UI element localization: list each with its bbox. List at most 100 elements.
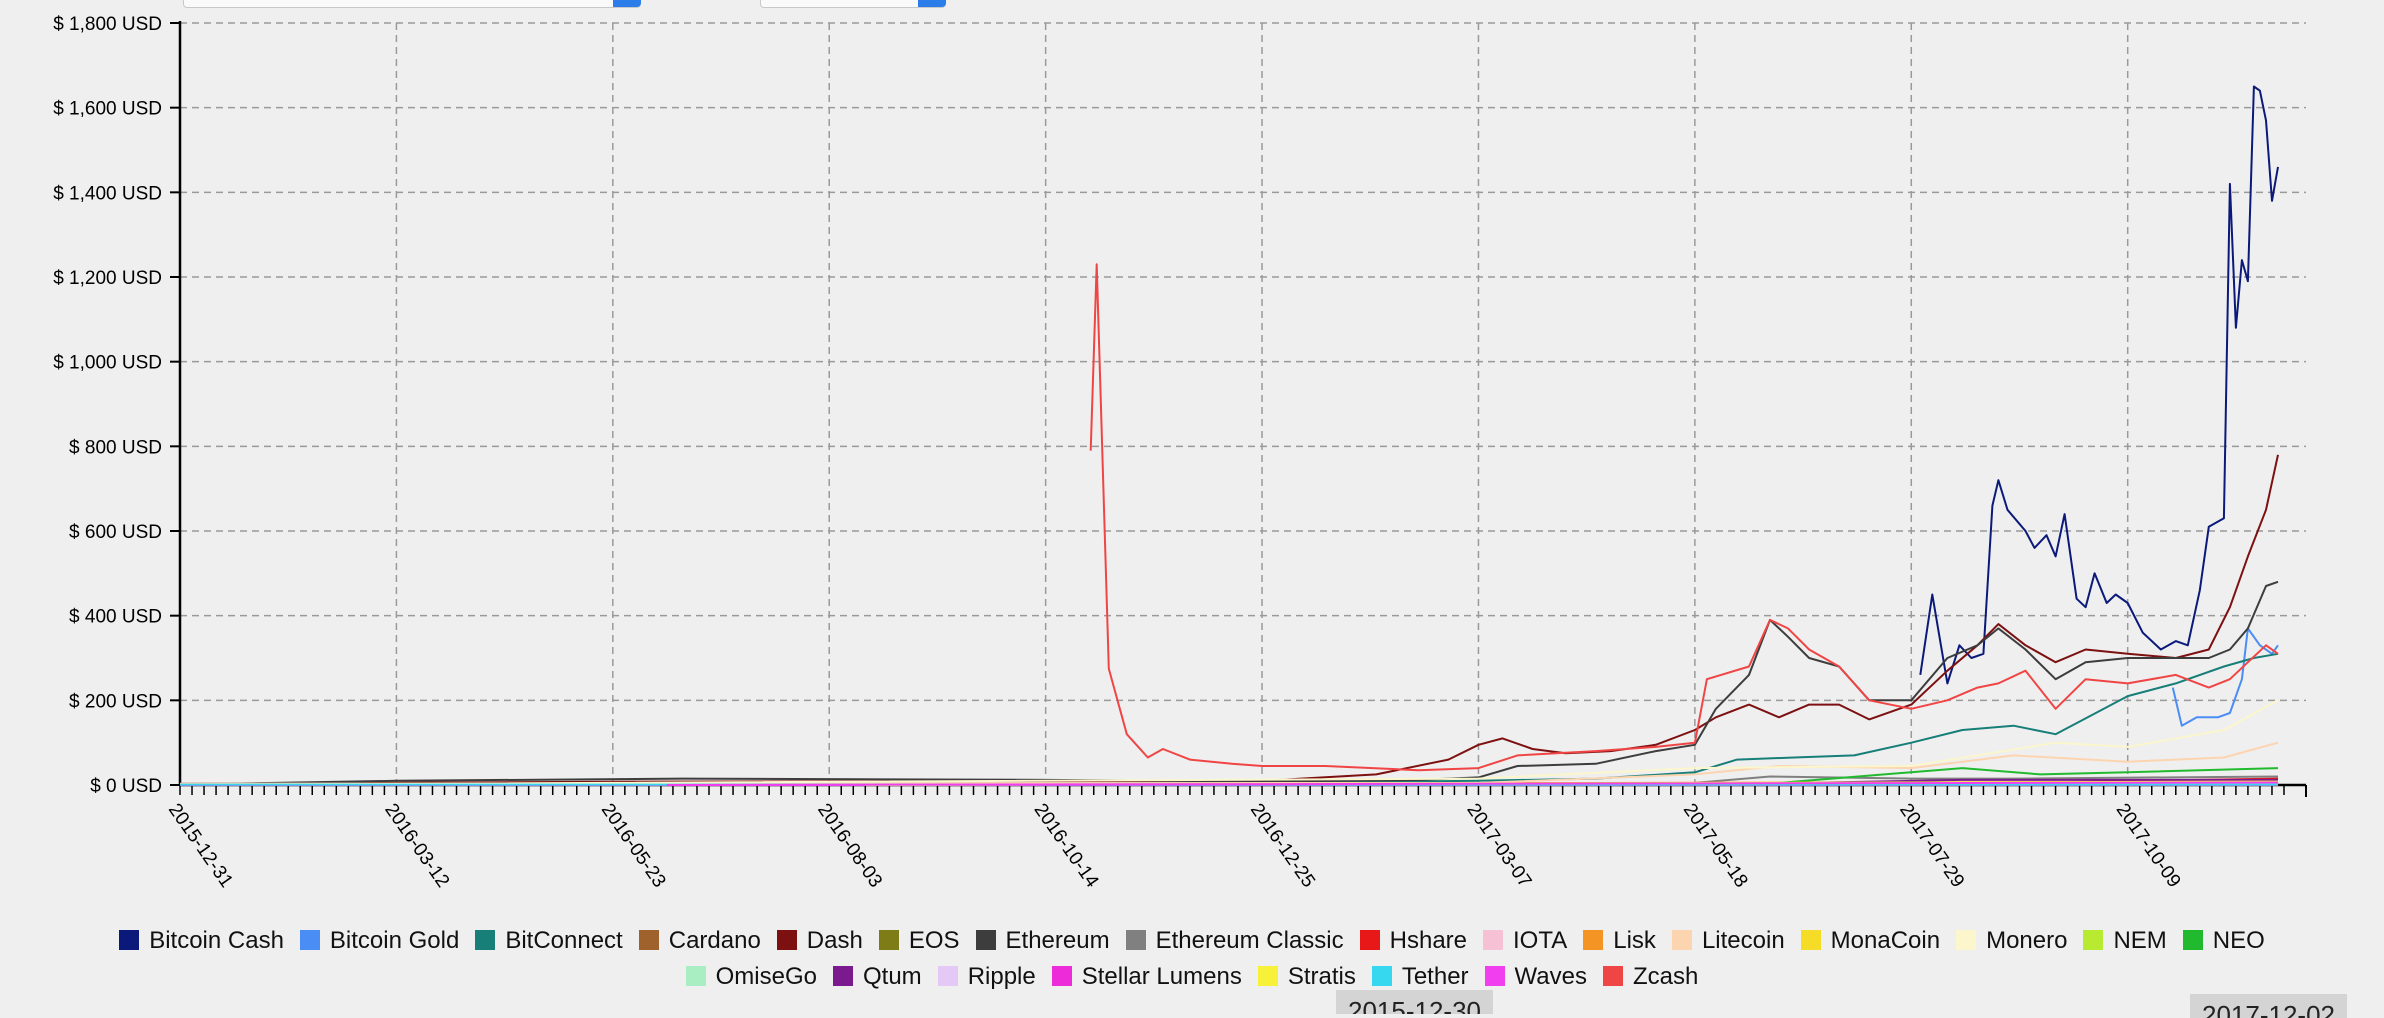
legend-label: Bitcoin Gold: [330, 927, 459, 954]
x-tick-label: 2017-05-18: [1679, 800, 1752, 892]
y-tick-label: $ 400 USD: [69, 607, 162, 628]
legend-item-nem[interactable]: NEM: [2083, 927, 2166, 955]
legend-item-tether[interactable]: Tether: [1372, 963, 1469, 991]
x-tick-label: 2016-08-03: [813, 800, 886, 892]
y-tick-label: $ 1,600 USD: [53, 99, 162, 120]
legend-item-monacoin[interactable]: MonaCoin: [1801, 927, 1940, 955]
series-line-monero: [180, 700, 2278, 785]
y-tick-label: $ 800 USD: [69, 437, 162, 458]
legend-swatch: [1052, 966, 1072, 986]
legend-swatch: [1672, 930, 1692, 950]
legend-label: Stratis: [1288, 963, 1356, 990]
legend-label: IOTA: [1513, 927, 1567, 954]
legend-swatch: [1583, 930, 1603, 950]
x-tick-label: 2017-10-09: [2112, 800, 2185, 892]
price-line-chart: $ 0 USD $ 200 USD $ 400 USD $ 600 USD $ 800 …: [0, 0, 2384, 900]
legend-swatch: [777, 930, 797, 950]
y-tick-label: $ 0 USD: [90, 776, 162, 797]
x-tick-label: 2016-10-14: [1030, 800, 1103, 892]
legend-label: Stellar Lumens: [1082, 963, 1242, 990]
legend-item-bitcoin-gold[interactable]: Bitcoin Gold: [300, 927, 459, 955]
legend-swatch: [300, 930, 320, 950]
legend-item-monero[interactable]: Monero: [1956, 927, 2067, 955]
legend-row-2: OmiseGo Qtum Ripple Stellar Lumens Stratis Te…: [0, 962, 2384, 991]
x-tick-label: 2017-03-07: [1462, 800, 1535, 892]
legend-item-stratis[interactable]: Stratis: [1258, 963, 1356, 991]
grid-lines: [180, 23, 2306, 785]
legend-swatch: [1801, 930, 1821, 950]
legend-swatch: [1126, 930, 1146, 950]
x-tick-label: 2016-03-12: [380, 800, 453, 892]
legend-item-bitconnect[interactable]: BitConnect: [475, 927, 622, 955]
legend-swatch: [1483, 930, 1503, 950]
legend-swatch: [119, 930, 139, 950]
series-line-dash: [180, 455, 2278, 784]
legend-item-hshare[interactable]: Hshare: [1360, 927, 1467, 955]
legend-swatch: [833, 966, 853, 986]
legend-item-ethereum-classic[interactable]: Ethereum Classic: [1126, 927, 1344, 955]
legend-label: Cardano: [669, 927, 761, 954]
legend-swatch: [1603, 966, 1623, 986]
legend-item-cardano[interactable]: Cardano: [639, 927, 761, 955]
legend-item-ethereum[interactable]: Ethereum: [976, 927, 1110, 955]
legend-swatch: [938, 966, 958, 986]
legend-item-dash[interactable]: Dash: [777, 927, 863, 955]
legend-label: NEM: [2113, 927, 2166, 954]
range-end-label[interactable]: 2017-12-02: [2190, 994, 2347, 1018]
legend-swatch: [1258, 966, 1278, 986]
legend-swatch: [475, 930, 495, 950]
y-tick-label: $ 1,800 USD: [53, 14, 162, 35]
x-tick-label: 2016-12-25: [1246, 800, 1319, 892]
legend-label: Zcash: [1633, 963, 1698, 990]
range-start-label[interactable]: 2015-12-30: [1336, 990, 1493, 1014]
legend-swatch: [1360, 930, 1380, 950]
legend-label: Ripple: [968, 963, 1036, 990]
series-line-bitconnect: [180, 654, 2278, 785]
legend-row-1: Bitcoin Cash Bitcoin Gold BitConnect Cardan…: [0, 926, 2384, 955]
legend-label: Tether: [1402, 963, 1469, 990]
legend-item-omisego[interactable]: OmiseGo: [686, 963, 817, 991]
legend-label: Ethereum Classic: [1156, 927, 1344, 954]
legend-label: OmiseGo: [716, 963, 817, 990]
legend-item-ripple[interactable]: Ripple: [938, 963, 1036, 991]
y-tick-label: $ 1,200 USD: [53, 268, 162, 289]
legend-swatch: [2183, 930, 2203, 950]
y-tick-label: $ 200 USD: [69, 691, 162, 712]
series-line-ethereum: [180, 582, 2278, 785]
legend-item-stellar-lumens[interactable]: Stellar Lumens: [1052, 963, 1242, 991]
legend-swatch: [639, 930, 659, 950]
x-tick-label: 2016-05-23: [597, 800, 670, 892]
legend-item-zcash[interactable]: Zcash: [1603, 963, 1698, 991]
legend-label: BitConnect: [505, 927, 622, 954]
legend-item-bitcoin-cash[interactable]: Bitcoin Cash: [119, 927, 284, 955]
y-tick-label: $ 600 USD: [69, 522, 162, 543]
y-tick-label: $ 1,400 USD: [53, 183, 162, 204]
legend-label: Lisk: [1613, 927, 1656, 954]
legend-item-litecoin[interactable]: Litecoin: [1672, 927, 1785, 955]
legend-item-neo[interactable]: NEO: [2183, 927, 2265, 955]
legend-swatch: [1372, 966, 1392, 986]
legend-item-eos[interactable]: EOS: [879, 927, 960, 955]
y-tick-label: $ 1,000 USD: [53, 353, 162, 374]
legend-label: Qtum: [863, 963, 922, 990]
legend-label: Litecoin: [1702, 927, 1785, 954]
legend-label: MonaCoin: [1831, 927, 1940, 954]
legend-item-waves[interactable]: Waves: [1485, 963, 1587, 991]
legend-label: Bitcoin Cash: [149, 927, 284, 954]
legend-swatch: [976, 930, 996, 950]
legend-label: Monero: [1986, 927, 2067, 954]
legend-label: Hshare: [1390, 927, 1467, 954]
legend-label: EOS: [909, 927, 960, 954]
legend-label: Waves: [1515, 963, 1587, 990]
legend-swatch: [1485, 966, 1505, 986]
legend-swatch: [1956, 930, 1976, 950]
legend-swatch: [879, 930, 899, 950]
x-tick-label: 2015-12-31: [164, 800, 237, 892]
legend-label: Ethereum: [1006, 927, 1110, 954]
legend-item-iota[interactable]: IOTA: [1483, 927, 1567, 955]
legend-swatch: [686, 966, 706, 986]
series-line-bitcoin-cash: [1920, 87, 2278, 684]
legend-item-lisk[interactable]: Lisk: [1583, 927, 1656, 955]
legend-label: Dash: [807, 927, 863, 954]
legend-item-qtum[interactable]: Qtum: [833, 963, 922, 991]
